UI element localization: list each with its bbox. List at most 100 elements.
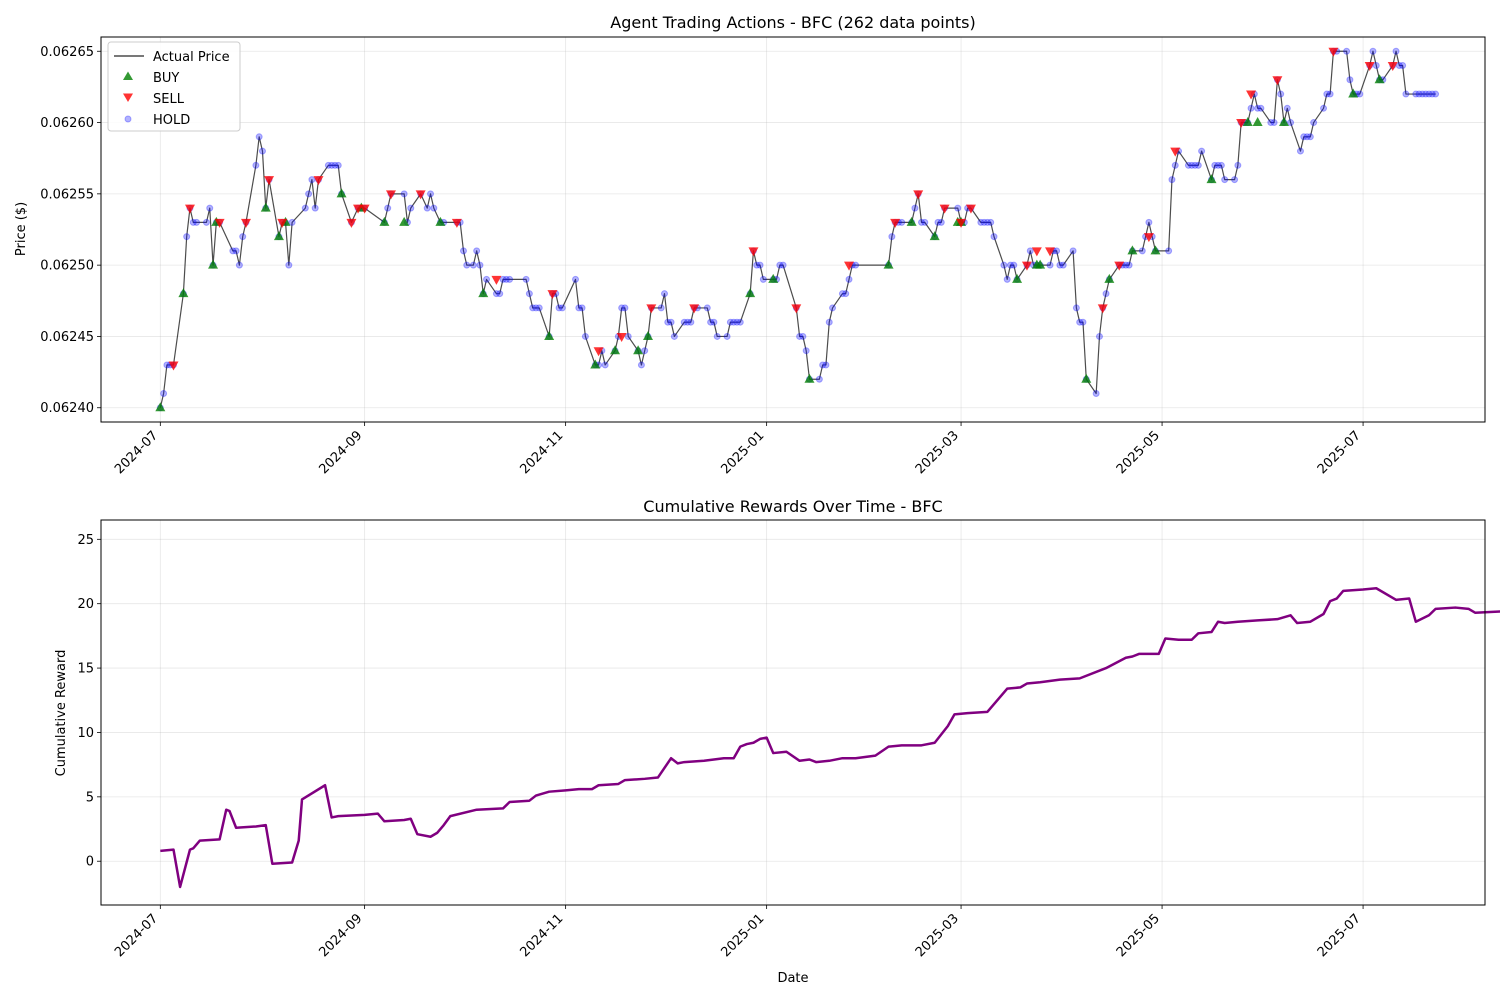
- legend-swatch-buy: [123, 71, 133, 80]
- legend-label-sell: SELL: [153, 92, 185, 107]
- buy-marker: [478, 288, 489, 298]
- hold-marker: [1211, 161, 1219, 169]
- hold-marker: [1412, 90, 1420, 98]
- sell-markers: [168, 47, 1398, 371]
- hold-marker: [1079, 318, 1087, 326]
- legend-swatch-sell: [123, 93, 133, 102]
- hold-marker: [193, 218, 201, 226]
- hold-marker: [1138, 247, 1146, 255]
- sell-marker: [1143, 233, 1154, 243]
- y-tick-label: 25: [77, 533, 94, 548]
- buy-marker: [883, 259, 894, 269]
- hold-marker: [235, 261, 243, 269]
- rewards-chart-xlabel: Date: [777, 971, 808, 986]
- hold-marker: [575, 304, 583, 312]
- hold-marker: [822, 361, 830, 369]
- sell-marker: [385, 190, 396, 200]
- hold-marker: [1125, 261, 1133, 269]
- sell-marker: [1246, 90, 1257, 100]
- hold-marker: [1310, 119, 1318, 127]
- sell-marker: [616, 332, 627, 342]
- hold-marker: [384, 204, 392, 212]
- price-chart-y-ticks: 0.06240 0.06245 0.06250 0.06255 0.06260 0.062…: [40, 45, 101, 416]
- buy-marker: [1278, 117, 1289, 127]
- hold-marker: [670, 332, 678, 340]
- hold-marker: [252, 161, 260, 169]
- buy-marker: [768, 273, 779, 283]
- hold-marker: [637, 361, 645, 369]
- hold-marker: [1006, 261, 1014, 269]
- hold-marker: [1168, 176, 1176, 184]
- sell-marker: [913, 190, 924, 200]
- hold-marker: [1372, 62, 1380, 70]
- hold-marker: [799, 332, 807, 340]
- sell-marker: [1387, 62, 1398, 72]
- hold-marker: [1188, 161, 1196, 169]
- y-tick-label: 0.06250: [40, 259, 94, 274]
- hold-marker: [407, 204, 415, 212]
- hold-marker: [492, 290, 500, 298]
- hold-marker: [687, 318, 695, 326]
- hold-marker: [1095, 332, 1103, 340]
- hold-marker: [1287, 119, 1295, 127]
- hold-marker: [730, 318, 738, 326]
- buy-marker: [1081, 373, 1092, 383]
- hold-marker: [680, 318, 688, 326]
- hold-marker: [232, 247, 240, 255]
- hold-marker: [311, 204, 319, 212]
- hold-marker: [522, 275, 530, 283]
- hold-marker: [1300, 133, 1308, 141]
- hold-marker: [305, 190, 313, 198]
- hold-marker: [427, 190, 435, 198]
- hold-marker: [1346, 76, 1354, 84]
- hold-marker: [753, 261, 761, 269]
- hold-marker: [1422, 90, 1430, 98]
- buy-marker: [155, 402, 166, 412]
- hold-marker: [1254, 104, 1262, 112]
- hold-marker: [1102, 290, 1110, 298]
- hold-marker: [829, 304, 837, 312]
- hold-marker: [1000, 261, 1008, 269]
- buy-marker: [906, 216, 917, 226]
- hold-marker: [713, 332, 721, 340]
- hold-marker: [736, 318, 744, 326]
- hold-marker: [1283, 104, 1291, 112]
- hold-marker: [1053, 247, 1061, 255]
- hold-marker: [160, 389, 168, 397]
- y-tick-label: 5: [86, 790, 94, 805]
- hold-marker: [555, 304, 563, 312]
- hold-marker: [1171, 161, 1179, 169]
- rewards-chart-ylabel: Cumulative Reward: [54, 650, 69, 777]
- hold-marker: [779, 261, 787, 269]
- hold-marker: [163, 361, 171, 369]
- y-tick-label: 10: [77, 726, 94, 741]
- hold-marker: [581, 332, 589, 340]
- hold-marker: [1395, 62, 1403, 70]
- sell-marker: [748, 247, 759, 257]
- hold-marker: [476, 261, 484, 269]
- buy-marker: [1348, 88, 1359, 98]
- hold-marker: [776, 261, 784, 269]
- hold-marker: [888, 233, 896, 241]
- hold-marker: [1257, 104, 1265, 112]
- hold-marker: [934, 218, 942, 226]
- y-tick-label: 0.06240: [40, 401, 94, 416]
- sell-marker: [353, 204, 364, 214]
- hold-marker: [1198, 147, 1206, 155]
- hold-marker: [1303, 133, 1311, 141]
- hold-marker: [987, 218, 995, 226]
- sell-marker: [1031, 247, 1042, 257]
- hold-marker: [469, 261, 477, 269]
- hold-marker: [852, 261, 860, 269]
- price-chart-ylabel: Price ($): [14, 202, 29, 256]
- sell-marker: [646, 304, 657, 314]
- sell-marker: [214, 218, 225, 228]
- price-chart-title: Agent Trading Actions - BFC (262 data po…: [610, 13, 975, 32]
- hold-marker: [334, 161, 342, 169]
- sell-marker: [965, 204, 976, 214]
- hold-marker: [1270, 119, 1278, 127]
- hold-marker: [657, 304, 665, 312]
- hold-marker: [1343, 47, 1351, 55]
- sell-marker: [1328, 47, 1339, 57]
